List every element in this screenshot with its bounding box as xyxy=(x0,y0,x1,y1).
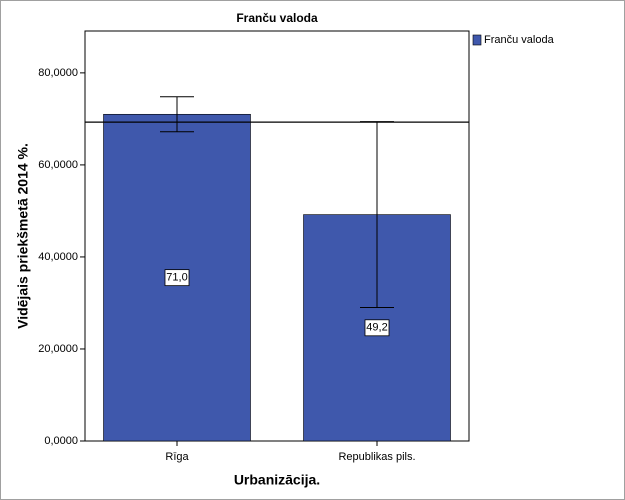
y-tick-label: 60,0000 xyxy=(38,159,78,171)
y-tick-label: 80,0000 xyxy=(38,67,78,79)
chart-title: Franču valoda xyxy=(236,11,318,25)
legend-label: Franču valoda xyxy=(484,34,555,46)
y-axis-label: Vidējais priekšmetā 2014 %. xyxy=(15,143,31,329)
x-axis-label: Urbanizācija. xyxy=(234,472,320,488)
x-tick-label: Republikas pils. xyxy=(338,451,415,463)
value-label-box xyxy=(364,319,390,337)
y-tick-label: 20,0000 xyxy=(38,343,78,355)
x-tick-label: Rīga xyxy=(165,451,189,463)
y-tick-label: 0,0000 xyxy=(44,435,78,447)
value-label-box xyxy=(164,269,190,287)
value-label: 71,0 xyxy=(166,272,187,284)
y-tick-label: 40,0000 xyxy=(38,251,78,263)
legend-swatch xyxy=(472,34,482,46)
value-label: 49,2 xyxy=(366,322,387,334)
